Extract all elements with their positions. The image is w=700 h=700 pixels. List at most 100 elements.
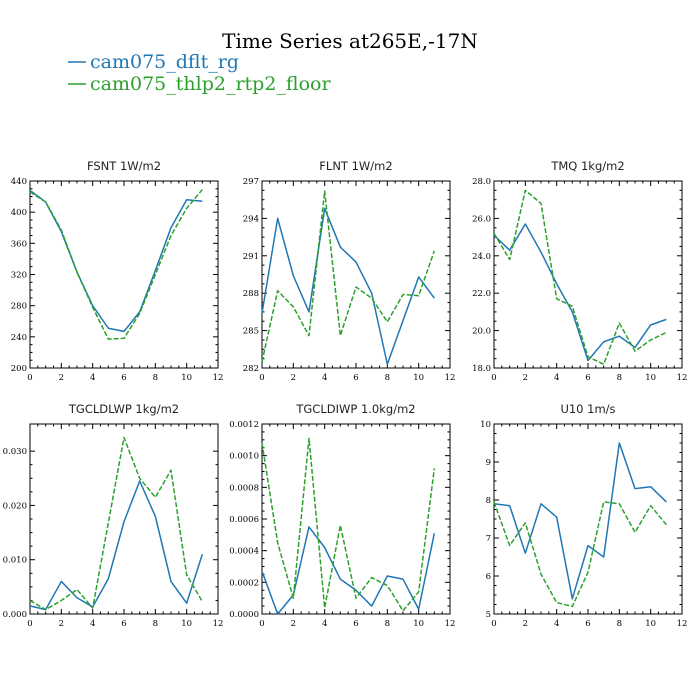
y-tick-label: 26.0 — [472, 214, 491, 224]
chart-panel-4: TGCLDLWP 1kg/m2 0 2 4 6 8 10 12 0.000 0.010 0.020 0… — [3, 402, 224, 629]
x-tick-label: 6 — [585, 619, 590, 629]
y-tick-label: 0.010 — [3, 556, 27, 566]
y-tick-label: 5 — [486, 610, 491, 620]
y-tick-label: 22.0 — [472, 289, 491, 299]
y-tick-label: 280 — [11, 302, 27, 312]
chart-panel-6: U10 1m/s 0 2 4 6 8 10 12 5 6 7 8 9 10 — [480, 402, 687, 629]
x-tick-label: 12 — [445, 619, 456, 629]
legend: cam075_dflt_rg cam075_thlp2_rtp2_floor — [68, 51, 331, 95]
y-tick-label: 0.020 — [3, 501, 27, 511]
y-tick-label: 0.0000 — [229, 610, 259, 620]
series-line-1 — [261, 526, 436, 615]
series-line-2 — [493, 189, 667, 366]
series-line-1 — [29, 189, 203, 333]
chart-panel-1: FSNT 1W/m2 0 2 4 6 8 10 12 200 240 280 320 360 400 440 — [11, 159, 224, 383]
series-line-1 — [29, 480, 204, 611]
x-tick-label: 8 — [153, 619, 158, 629]
plot-frame — [29, 180, 219, 369]
y-tick-label: 0.0004 — [229, 547, 259, 557]
y-tick-label: 297 — [243, 177, 259, 187]
x-tick-label: 4 — [554, 619, 559, 629]
chart-title: TMQ 1kg/m2 — [550, 159, 624, 173]
y-tick-label: 20.0 — [472, 327, 491, 337]
x-tick-label: 8 — [153, 373, 158, 383]
chart-title: FSNT 1W/m2 — [87, 159, 161, 173]
x-tick-label: 0 — [27, 619, 32, 629]
x-tick-label: 6 — [121, 619, 126, 629]
x-tick-label: 8 — [385, 373, 390, 383]
y-tick-label: 9 — [486, 458, 491, 468]
chart-panel-5: TGCLDIWP 1.0kg/m2 0 2 4 6 8 10 12 0.0000 0.0002 0.… — [229, 402, 455, 629]
x-tick-label: 0 — [491, 373, 496, 383]
x-tick-label: 4 — [554, 373, 559, 383]
x-tick-label: 12 — [677, 373, 688, 383]
y-tick-label: 0.000 — [3, 610, 27, 620]
y-tick-label: 320 — [11, 271, 27, 281]
y-tick-label: 0.0010 — [229, 452, 259, 462]
series-line-1 — [261, 207, 435, 366]
plot-frame — [493, 423, 683, 615]
x-tick-label: 10 — [413, 619, 424, 629]
y-tick-label: 0.030 — [3, 447, 27, 457]
series-line-1 — [493, 223, 667, 362]
figure-title: Time Series at265E,-17N — [222, 29, 478, 53]
x-tick-label: 8 — [617, 373, 622, 383]
series-line-1 — [493, 442, 667, 600]
x-tick-label: 2 — [291, 373, 296, 383]
y-tick-label: 294 — [243, 214, 259, 224]
series-line-2 — [493, 501, 667, 608]
x-tick-label: 10 — [413, 373, 424, 383]
chart-title: TGCLDLWP 1kg/m2 — [68, 402, 179, 416]
x-tick-label: 12 — [213, 373, 224, 383]
plot-frame — [261, 180, 451, 369]
chart-panel-3: TMQ 1kg/m2 0 2 4 6 8 10 12 18.0 20.0 22.0 24.0 26.0 2… — [472, 159, 687, 383]
x-tick-label: 0 — [259, 619, 264, 629]
x-tick-label: 2 — [523, 373, 528, 383]
y-tick-label: 360 — [11, 239, 27, 249]
legend-label-series-2: cam075_thlp2_rtp2_floor — [90, 73, 331, 95]
x-tick-label: 8 — [617, 619, 622, 629]
x-tick-label: 0 — [27, 373, 32, 383]
series-line-2 — [261, 190, 436, 362]
y-tick-label: 440 — [11, 177, 27, 187]
x-tick-label: 2 — [59, 373, 64, 383]
x-tick-label: 8 — [385, 619, 390, 629]
x-tick-label: 6 — [585, 373, 590, 383]
x-tick-label: 12 — [677, 619, 688, 629]
x-tick-label: 4 — [90, 373, 95, 383]
chart-title: U10 1m/s — [560, 402, 615, 416]
x-tick-label: 2 — [291, 619, 296, 629]
plot-frame — [261, 423, 451, 615]
x-tick-label: 4 — [322, 619, 327, 629]
chart-title: FLNT 1W/m2 — [319, 159, 392, 173]
y-tick-label: 24.0 — [472, 252, 491, 262]
y-tick-label: 291 — [243, 252, 259, 262]
y-tick-label: 400 — [11, 208, 27, 218]
series-line-2 — [29, 436, 203, 611]
y-tick-label: 240 — [11, 333, 27, 343]
y-tick-label: 200 — [11, 364, 27, 374]
y-tick-label: 6 — [486, 572, 491, 582]
x-tick-label: 10 — [181, 373, 192, 383]
y-tick-label: 288 — [243, 289, 259, 299]
x-tick-label: 10 — [645, 373, 656, 383]
x-tick-label: 6 — [353, 373, 358, 383]
y-tick-label: 282 — [243, 364, 259, 374]
plot-frame — [29, 423, 219, 615]
y-tick-label: 0.0008 — [229, 483, 259, 493]
x-tick-label: 0 — [259, 373, 264, 383]
chart-title: TGCLDIWP 1.0kg/m2 — [295, 402, 415, 416]
x-tick-label: 0 — [491, 619, 496, 629]
legend-label-series-1: cam075_dflt_rg — [90, 51, 239, 73]
y-tick-label: 0.0002 — [229, 578, 259, 588]
y-tick-label: 285 — [243, 327, 259, 337]
y-tick-label: 10 — [480, 420, 491, 430]
plot-frame — [493, 180, 683, 369]
y-tick-label: 28.0 — [472, 177, 491, 187]
series-line-2 — [261, 437, 436, 612]
x-tick-label: 12 — [213, 619, 224, 629]
y-tick-label: 0.0006 — [229, 515, 259, 525]
panels: FSNT 1W/m20 2 4 6 8 10 12200240280320360400440… — [3, 159, 688, 629]
x-tick-label: 4 — [90, 619, 95, 629]
y-tick-label: 7 — [486, 534, 491, 544]
